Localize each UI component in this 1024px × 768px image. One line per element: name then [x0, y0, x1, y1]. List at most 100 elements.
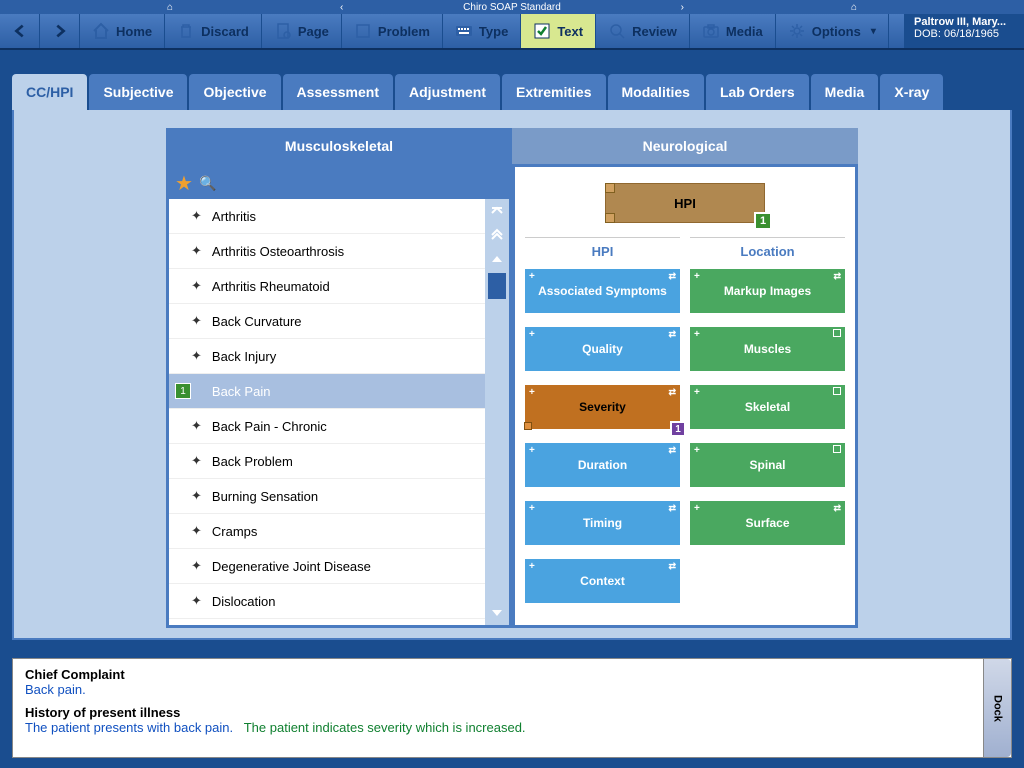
forward-button[interactable]	[40, 14, 80, 48]
tab-assessment[interactable]: Assessment	[283, 74, 394, 110]
plus-icon: +	[694, 329, 700, 340]
home-icon-small-right[interactable]: ⌂	[851, 2, 857, 13]
list-item[interactable]: ✦Back Injury	[169, 339, 485, 374]
text-button[interactable]: Text	[521, 14, 596, 48]
list-item[interactable]: ✦Back Pain - Chronic	[169, 409, 485, 444]
plus-icon: ✦	[191, 558, 202, 574]
tab-objective[interactable]: Objective	[189, 74, 280, 110]
list-item[interactable]: ✦Degenerative Joint Disease	[169, 549, 485, 584]
problem-label: Problem	[378, 24, 430, 39]
trash-icon	[177, 22, 195, 40]
list-item[interactable]: ✦Dislocation	[169, 584, 485, 619]
type-button[interactable]: Type	[443, 14, 521, 48]
expand-icon: ⇄	[668, 329, 676, 340]
tab-x-ray[interactable]: X-ray	[880, 74, 943, 110]
hpi-btn-label: Severity	[579, 400, 626, 414]
back-button[interactable]	[0, 14, 40, 48]
list-item-label: Back Curvature	[212, 314, 302, 329]
dock-button[interactable]: Dock	[983, 659, 1011, 757]
hpi-btn-label: Duration	[578, 458, 627, 472]
location-btn-spinal[interactable]: +Spinal	[690, 443, 845, 487]
hpi-text-2: The patient indicates severity which is …	[244, 720, 526, 735]
prev-template-icon[interactable]: ‹	[340, 2, 343, 13]
list-item-label: Burning Sensation	[212, 489, 318, 504]
list-item[interactable]: ✦Back Curvature	[169, 304, 485, 339]
list-item[interactable]: ✦Arthritis Rheumatoid	[169, 269, 485, 304]
plus-icon: +	[529, 503, 535, 514]
expand-icon: ⇄	[668, 503, 676, 514]
keyboard-icon	[455, 22, 473, 40]
scroll-up-icon[interactable]	[485, 247, 509, 271]
list-item-label: Arthritis Osteoarthrosis	[212, 244, 344, 259]
plus-icon: ✦	[191, 593, 202, 609]
list-item-label: Back Problem	[212, 454, 293, 469]
page-icon	[274, 22, 292, 40]
list-item[interactable]: ✦Cramps	[169, 514, 485, 549]
discard-button[interactable]: Discard	[165, 14, 262, 48]
list-item-label: Cramps	[212, 524, 258, 539]
check-icon	[533, 22, 551, 40]
scroll-down-icon[interactable]	[485, 601, 509, 625]
condition-list: ✦Arthritis✦Arthritis Osteoarthrosis✦Arth…	[169, 199, 485, 625]
plus-icon: +	[694, 445, 700, 456]
list-item[interactable]: ✦Back Problem	[169, 444, 485, 479]
musculoskeletal-tab[interactable]: Musculoskeletal	[166, 128, 512, 164]
scroll-top-icon[interactable]	[485, 199, 509, 223]
cc-heading: Chief Complaint	[25, 667, 971, 682]
type-label: Type	[479, 24, 508, 39]
hpi-btn-severity[interactable]: +⇄Severity1	[525, 385, 680, 429]
list-item[interactable]: ✦Arthritis Osteoarthrosis	[169, 234, 485, 269]
hpi-text-1: The patient presents with back pain.	[25, 720, 233, 735]
plus-icon: +	[529, 561, 535, 572]
home-button[interactable]: Home	[80, 14, 165, 48]
next-template-icon[interactable]: ›	[681, 2, 684, 13]
scroll-page-up-icon[interactable]	[485, 223, 509, 247]
page-label: Page	[298, 24, 329, 39]
hpi-btn-timing[interactable]: + ⇄ Timing	[525, 501, 680, 545]
media-button[interactable]: Media	[690, 14, 776, 48]
location-btn-surface[interactable]: +⇄Surface	[690, 501, 845, 545]
list-item[interactable]: 1✦Back Pain	[169, 374, 485, 409]
star-icon[interactable]: ★	[175, 171, 193, 196]
neurological-tab[interactable]: Neurological	[512, 128, 858, 164]
hpi-btn-label: Timing	[583, 516, 622, 530]
plus-icon: +	[529, 387, 535, 398]
tab-subjective[interactable]: Subjective	[89, 74, 187, 110]
tab-modalities[interactable]: Modalities	[608, 74, 704, 110]
expand-icon: ⇄	[668, 271, 676, 282]
note-panel: Chief Complaint Back pain. History of pr…	[12, 658, 1012, 758]
tab-adjustment[interactable]: Adjustment	[395, 74, 500, 110]
app-title: Chiro SOAP Standard	[463, 2, 561, 13]
plus-icon: +	[694, 387, 700, 398]
expand-icon: ⇄	[833, 503, 841, 514]
plus-icon: +	[529, 271, 535, 282]
list-item[interactable]: ✦Arthritis	[169, 199, 485, 234]
hpi-btn-associated-symptoms[interactable]: +⇄Associated Symptoms	[525, 269, 680, 313]
home-icon-small[interactable]: ⌂	[167, 2, 173, 13]
hpi-btn-context[interactable]: +⇄Context	[525, 559, 680, 603]
scroll-thumb[interactable]	[488, 273, 506, 299]
home-icon	[92, 22, 110, 40]
page-button[interactable]: Page	[262, 14, 342, 48]
hpi-btn-duration[interactable]: +⇄Duration	[525, 443, 680, 487]
location-btn-skeletal[interactable]: + Skeletal	[690, 385, 845, 429]
gear-icon	[788, 22, 806, 40]
tab-cc-hpi[interactable]: CC/HPI	[12, 74, 87, 110]
discard-label: Discard	[201, 24, 249, 39]
hpi-btn-quality[interactable]: +⇄Quality	[525, 327, 680, 371]
options-button[interactable]: Options ▾	[776, 14, 889, 48]
problem-button[interactable]: Problem	[342, 14, 443, 48]
tab-extremities[interactable]: Extremities	[502, 74, 605, 110]
patient-dob: 06/18/1965	[944, 28, 999, 40]
location-btn-label: Skeletal	[745, 400, 790, 414]
tab-media[interactable]: Media	[811, 74, 879, 110]
hpi-header-box[interactable]: HPI 1	[605, 183, 765, 223]
search-icon[interactable]: 🔍	[199, 175, 216, 192]
location-btn-markup-images[interactable]: +⇄Markup Images	[690, 269, 845, 313]
location-btn-muscles[interactable]: +Muscles	[690, 327, 845, 371]
tab-lab-orders[interactable]: Lab Orders	[706, 74, 809, 110]
list-item[interactable]: ✦ Burning Sensation	[169, 479, 485, 514]
review-button[interactable]: Review	[596, 14, 690, 48]
plus-icon: ✦	[191, 488, 202, 504]
location-col-head: Location	[690, 237, 845, 269]
